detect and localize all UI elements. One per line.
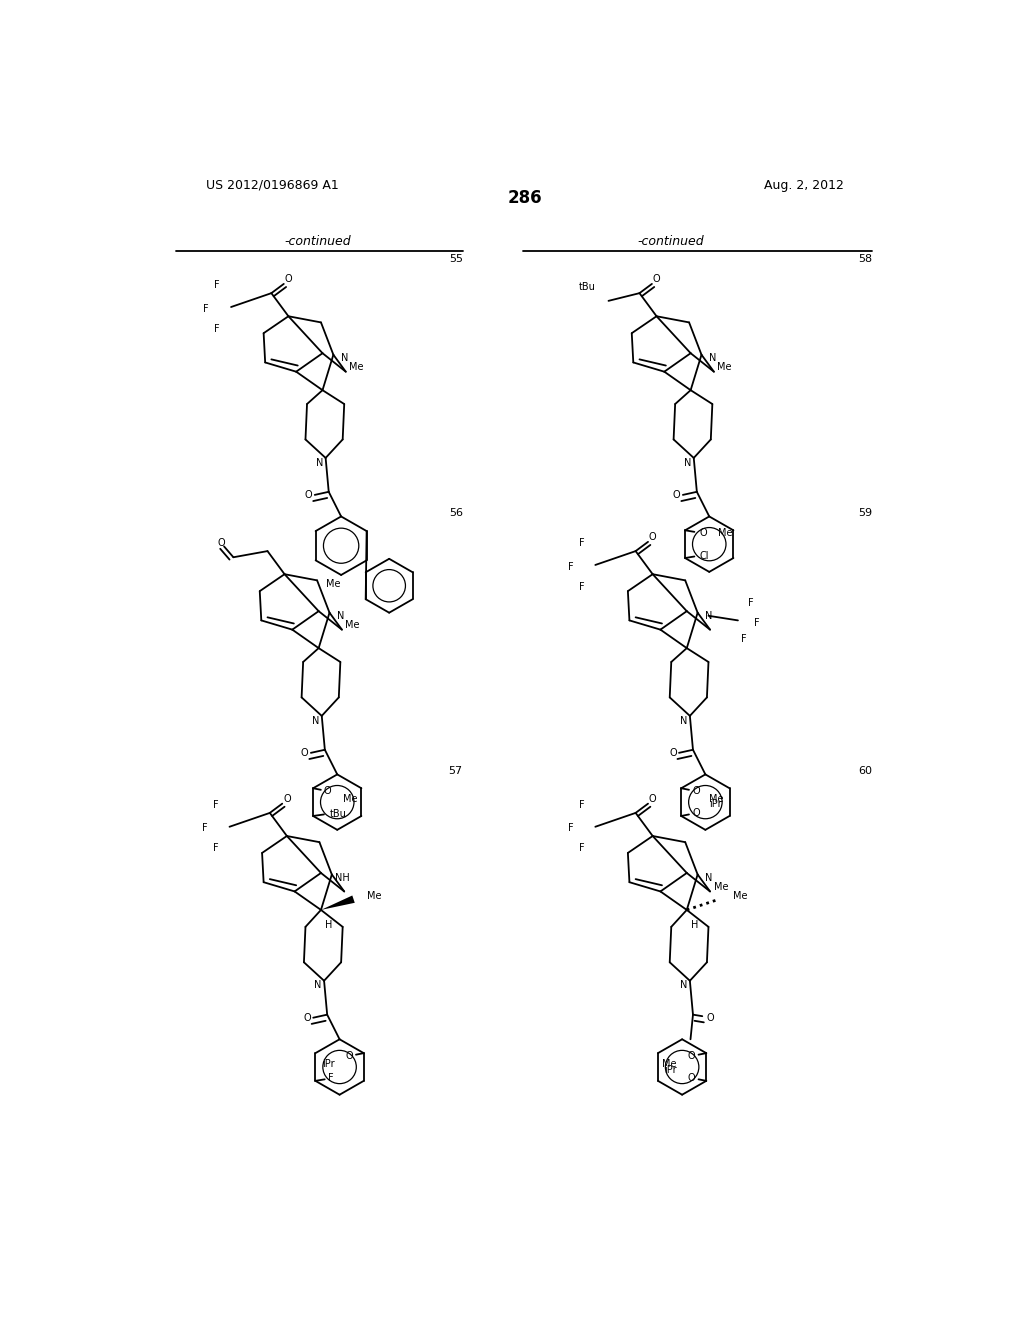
Text: N: N — [680, 981, 687, 990]
Text: Me: Me — [343, 795, 357, 804]
Text: Aug. 2, 2012: Aug. 2, 2012 — [764, 178, 844, 191]
Text: iPr: iPr — [322, 1059, 334, 1069]
Text: iPr: iPr — [665, 1065, 677, 1074]
Text: F: F — [579, 800, 584, 810]
Text: Me: Me — [368, 891, 382, 902]
Text: F: F — [754, 619, 760, 628]
Text: O: O — [301, 748, 308, 758]
Text: N: N — [680, 715, 687, 726]
Text: F: F — [741, 634, 746, 644]
Text: F: F — [567, 561, 573, 572]
Text: tBu: tBu — [579, 282, 595, 292]
Text: F: F — [202, 824, 208, 833]
Text: O: O — [305, 490, 312, 500]
Text: F: F — [579, 539, 584, 548]
Text: O: O — [652, 275, 660, 284]
Text: iPr: iPr — [709, 799, 722, 809]
Text: 56: 56 — [449, 508, 463, 517]
Text: N: N — [341, 352, 348, 363]
Text: F: F — [214, 323, 220, 334]
Text: Me: Me — [326, 579, 341, 589]
Text: N: N — [709, 352, 716, 363]
Text: N: N — [315, 458, 324, 467]
Text: F: F — [748, 598, 753, 609]
Text: Cl: Cl — [699, 552, 709, 561]
Text: 57: 57 — [449, 766, 463, 776]
Text: O: O — [345, 1051, 353, 1061]
Text: H: H — [691, 920, 698, 931]
Text: F: F — [579, 843, 584, 853]
Text: Me: Me — [709, 795, 724, 804]
Text: -continued: -continued — [285, 235, 351, 248]
Text: 59: 59 — [858, 508, 872, 517]
Text: Me: Me — [349, 362, 364, 372]
Text: Me: Me — [718, 528, 732, 539]
Polygon shape — [321, 895, 354, 909]
Text: F: F — [213, 800, 218, 810]
Text: F: F — [579, 582, 584, 591]
Text: O: O — [707, 1012, 715, 1023]
Text: O: O — [699, 528, 707, 539]
Text: O: O — [649, 532, 656, 543]
Text: NH: NH — [335, 873, 350, 883]
Text: N: N — [337, 611, 344, 620]
Text: O: O — [285, 275, 292, 284]
Text: 55: 55 — [449, 253, 463, 264]
Text: F: F — [567, 824, 573, 833]
Text: O: O — [283, 795, 291, 804]
Text: O: O — [324, 787, 332, 796]
Text: tBu: tBu — [330, 809, 347, 820]
Text: O: O — [688, 1073, 695, 1082]
Text: N: N — [705, 873, 712, 883]
Text: 58: 58 — [858, 253, 872, 264]
Text: Me: Me — [733, 891, 748, 902]
Text: O: O — [649, 795, 656, 804]
Text: 60: 60 — [858, 766, 872, 776]
Text: N: N — [705, 611, 712, 620]
Text: F: F — [328, 1073, 334, 1082]
Text: Me: Me — [718, 362, 732, 372]
Text: O: O — [217, 539, 225, 548]
Text: Me: Me — [345, 620, 360, 630]
Text: O: O — [692, 787, 699, 796]
Text: H: H — [325, 920, 333, 931]
Text: N: N — [684, 458, 691, 467]
Text: N: N — [312, 715, 319, 726]
Text: O: O — [692, 808, 699, 818]
Text: O: O — [669, 748, 677, 758]
Text: US 2012/0196869 A1: US 2012/0196869 A1 — [206, 178, 338, 191]
Text: O: O — [303, 1012, 311, 1023]
Text: F: F — [214, 280, 220, 290]
Text: O: O — [673, 490, 681, 500]
Text: N: N — [314, 981, 322, 990]
Text: Me: Me — [714, 882, 728, 892]
Text: F: F — [204, 304, 209, 314]
Text: Me: Me — [663, 1059, 677, 1069]
Text: F: F — [213, 843, 218, 853]
Text: -continued: -continued — [637, 235, 703, 248]
Text: 286: 286 — [508, 190, 542, 207]
Text: O: O — [688, 1051, 695, 1061]
